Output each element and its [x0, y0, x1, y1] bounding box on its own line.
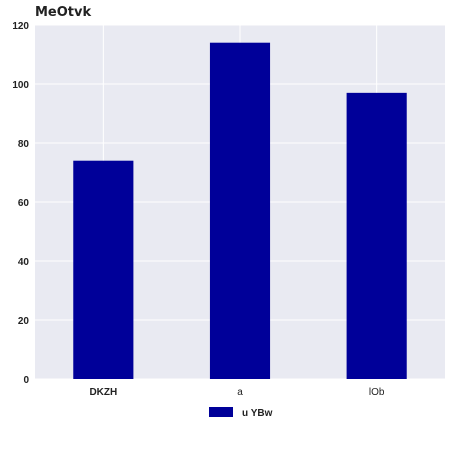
bar-lOb — [346, 92, 407, 379]
bars — [73, 42, 407, 379]
y-tick-label: 80 — [18, 139, 30, 150]
y-tick-label: 40 — [18, 257, 30, 268]
x-tick-label: DKZH — [89, 387, 117, 398]
y-tick-label: 20 — [18, 316, 30, 327]
legend: u YBw — [209, 407, 273, 419]
y-tick-label: 0 — [23, 375, 29, 386]
y-tick-label: 100 — [12, 80, 29, 91]
legend-swatch — [209, 407, 233, 417]
x-tick-label: a — [237, 387, 243, 398]
legend-label: u YBw — [242, 408, 273, 419]
x-tick-label: lOb — [369, 387, 385, 398]
bar-a — [209, 42, 271, 379]
y-tick-label: 60 — [18, 198, 30, 209]
bar-DKZH — [73, 160, 134, 379]
chart-title: MeOtvk — [35, 5, 92, 20]
y-tick-label: 120 — [12, 21, 29, 32]
axis-ticks: 0 20 40 60 80 100 120 DKZH a lOb — [12, 21, 385, 398]
